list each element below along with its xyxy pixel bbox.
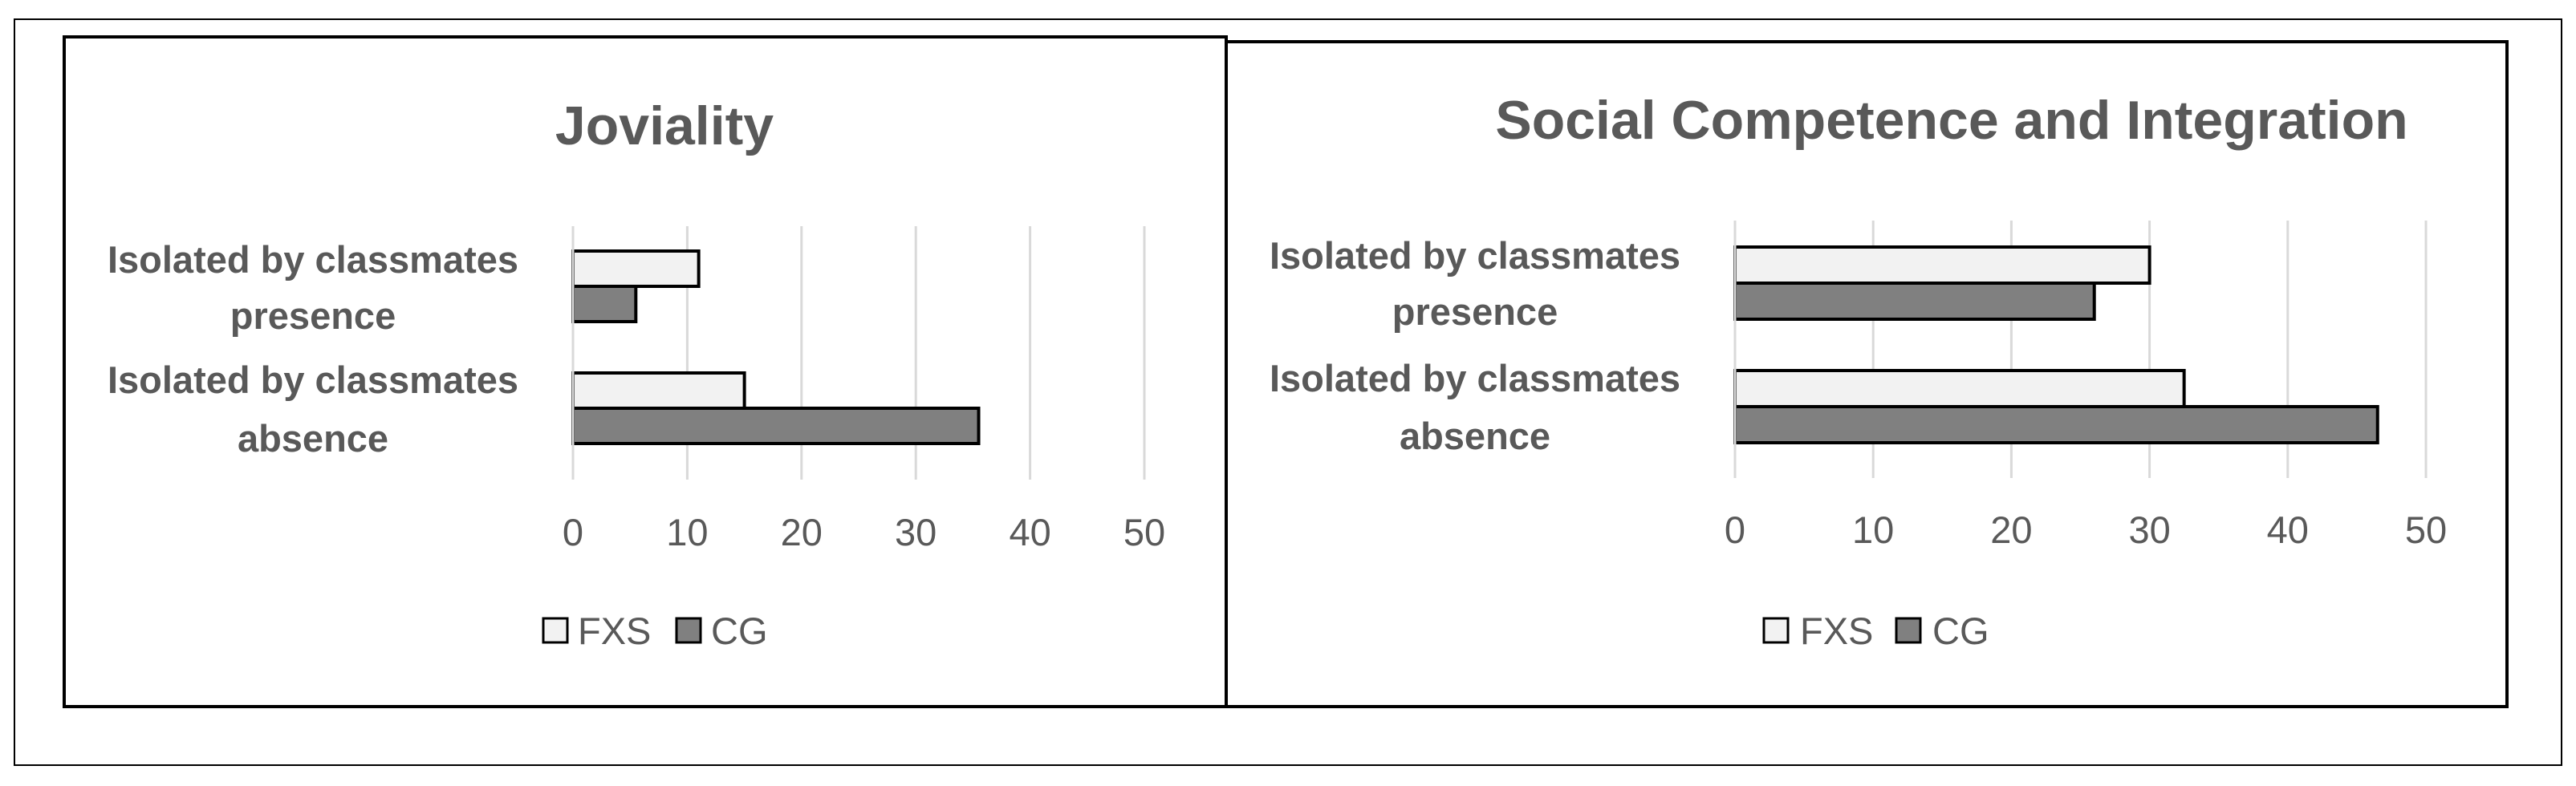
category-labels: Isolated by classmates presence Isolated… [108,238,518,460]
bar-fxs [571,249,701,288]
x-tick-label: 0 [563,511,583,553]
legend-label-fxs: FXS [578,610,651,652]
legend: FXS CG [542,610,768,652]
x-tick-label: 0 [1725,508,1745,551]
x-tick-label: 30 [895,511,937,553]
bar-cg [1733,405,2379,444]
legend-swatch-fxs [542,617,569,644]
chart-panel-social-competence: Social Competence and Integration Isolat… [1225,40,2509,708]
x-tick-label: 10 [1852,508,1894,551]
category-label: absence [238,417,388,460]
legend-label-cg: CG [1932,610,1989,652]
bar-fxs [1733,245,2151,285]
legend-swatch-cg [675,617,702,644]
bars [571,249,981,445]
category-label: Isolated by classmates [1270,357,1680,399]
x-tick-labels: 0 10 20 30 40 50 [1725,508,2447,551]
x-tick-label: 10 [666,511,708,553]
chart-panel-joviality: Joviality Isolated by classmates presenc… [63,35,1228,708]
bar-cg [571,285,638,323]
category-label: Isolated by classmates [1270,234,1680,277]
legend: FXS CG [1762,610,1989,652]
bar-fxs [1733,369,2186,408]
legend-label-cg: CG [711,610,768,652]
bar-fxs [571,371,746,410]
bar-cg [1733,282,2096,321]
chart-title: Joviality [555,95,774,156]
bars [1733,245,2379,444]
category-label: Isolated by classmates [108,359,518,401]
category-labels: Isolated by classmates presence Isolated… [1270,234,1680,457]
category-label: presence [230,294,396,337]
x-tick-label: 20 [1990,508,2032,551]
chart-title: Social Competence and Integration [1495,90,2407,151]
x-tick-label: 50 [1123,511,1165,553]
legend-swatch-cg [1895,617,1922,644]
category-label: absence [1400,415,1550,457]
category-label: Isolated by classmates [108,238,518,281]
x-tick-label: 50 [2405,508,2447,551]
x-tick-label: 30 [2128,508,2170,551]
bar-cg [571,407,981,445]
x-tick-label: 40 [1009,511,1050,553]
x-tick-label: 40 [2267,508,2309,551]
category-label: presence [1392,290,1558,333]
legend-swatch-fxs [1762,617,1790,644]
x-tick-label: 20 [781,511,823,553]
x-tick-labels: 0 10 20 30 40 50 [563,511,1165,553]
legend-label-fxs: FXS [1800,610,1873,652]
